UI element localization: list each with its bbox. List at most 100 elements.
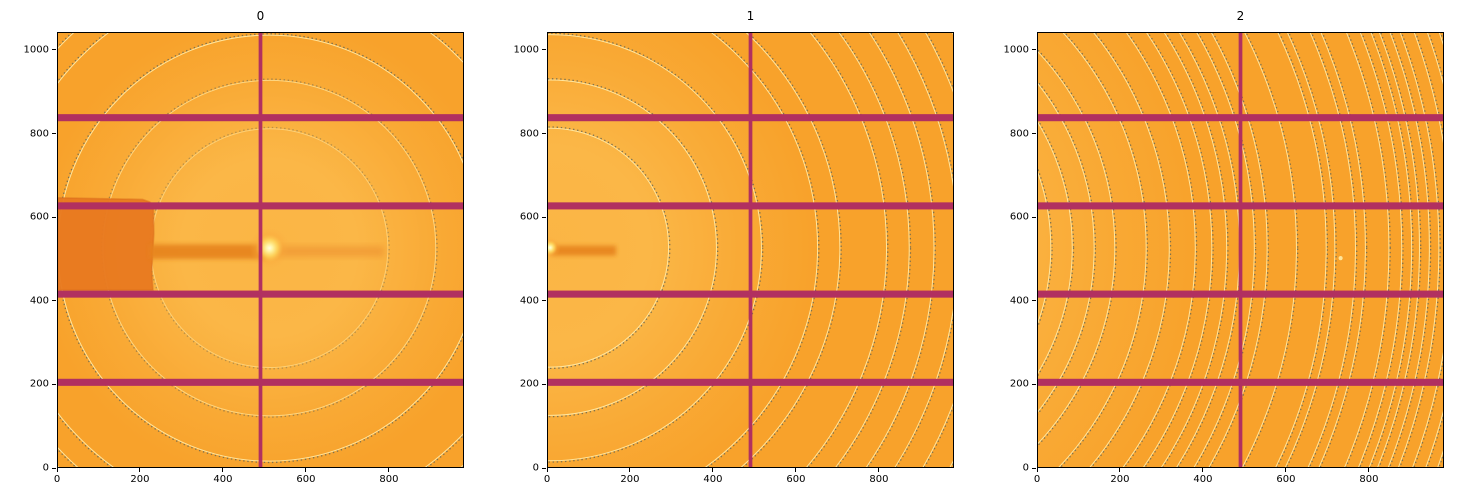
x-tick-label: 0 [543,474,551,485]
y-tick [52,383,56,385]
x-tick-label: 800 [1359,474,1379,485]
beam-spot [249,228,290,269]
diffraction-ring-speckle [836,33,912,467]
diffraction-ring [1038,83,1095,413]
diffraction-ring-speckle [148,126,390,370]
x-tick [388,468,390,472]
x-tick [1285,468,1287,472]
y-tick [542,383,546,385]
beamstop-arm-streak [551,245,617,256]
y-tick [542,467,546,469]
scattering-halo [548,33,815,467]
diffraction-ring-speckle [1209,33,1269,467]
diffraction-ring [1193,33,1255,467]
y-tick-label: 0 [42,462,49,474]
x-tick-label: 0 [53,474,61,485]
y-tick [542,133,546,135]
x-tick [1202,468,1204,472]
diffraction-ring [1122,33,1196,467]
diffraction-ring [1058,33,1147,467]
diffraction-ring [865,33,935,467]
x-tick-label: 200 [620,474,640,485]
diffraction-ring-speckle [1038,119,1075,377]
x-tick [795,468,797,472]
x-tick [1119,468,1121,472]
x-tick-label: 800 [869,474,889,485]
x-tick [139,468,141,472]
diffraction-ring [1284,33,1336,467]
diffraction-ring [1160,33,1228,467]
subplot-2 [1037,32,1444,468]
y-tick-label: 1000 [23,44,49,56]
diffraction-ring-speckle [548,33,764,463]
diffraction-ring-speckle [1038,49,1117,447]
detector-image-0 [58,33,463,467]
y-tick [52,133,56,135]
diffraction-ring-speckle [807,33,889,467]
x-tick-label: 0 [1033,474,1041,485]
diffraction-ring [1275,33,1327,467]
faint-streak [266,246,385,257]
detector-image-1 [548,33,953,467]
x-tick [305,468,307,472]
y-tick [52,216,56,218]
module-gap-column [748,33,753,467]
subplot-0 [57,32,464,468]
diffraction-ring [1038,171,1052,324]
y-tick [52,467,56,469]
x-tick [1036,468,1038,472]
y-tick-label: 200 [1009,378,1029,390]
diffraction-ring-speckle [1285,33,1337,467]
x-tick-label: 200 [1110,474,1130,485]
diffraction-ring [1368,33,1412,467]
detector-image-2 [1038,33,1443,467]
diffraction-ring [548,79,717,416]
y-tick-label: 200 [519,378,539,390]
diffraction-ring [1241,33,1297,467]
diffraction-ring-speckle [548,126,671,370]
x-tick-label: 800 [379,474,399,485]
x-tick [712,468,714,472]
x-tick [222,468,224,472]
diffraction-ring [1208,33,1268,467]
diffraction-ring [548,127,670,368]
y-tick-label: 600 [1009,211,1029,223]
y-tick [1032,49,1036,51]
y-tick-label: 0 [532,462,539,474]
subplot-1 [547,32,954,468]
x-tick-label: 400 [213,474,233,485]
y-tick [1032,216,1036,218]
diffraction-ring-speckle [1399,33,1441,467]
diffraction-ring [1398,33,1440,467]
x-tick [1368,468,1370,472]
y-tick-label: 1000 [513,44,539,56]
diffraction-ring [1307,33,1356,467]
hot-pixel [1338,256,1343,261]
beamstop-shadow-edge [58,196,155,291]
x-tick [629,468,631,472]
diffraction-ring [1387,33,1430,467]
diffraction-ring [1344,33,1390,467]
diffraction-ring-speckle [101,78,438,418]
subplot-1-title: 1 [746,9,755,23]
y-tick-label: 400 [29,295,49,307]
beamstop-arm-streak [149,244,267,259]
y-tick-label: 200 [29,378,49,390]
x-tick [56,468,58,472]
y-tick-label: 800 [29,128,49,140]
subplot-0-title: 0 [256,9,265,23]
y-tick-label: 400 [519,295,539,307]
subplot-2-title: 2 [1236,9,1245,23]
beamstop-shadow [58,197,154,291]
y-tick [1032,133,1036,135]
diffraction-ring [704,33,819,467]
diffraction-ring [1357,33,1403,467]
diffraction-ring-speckle [548,78,719,418]
module-gap-column [1238,33,1243,467]
diffraction-ring-speckle [1378,33,1422,467]
y-tick [542,300,546,302]
y-tick [52,300,56,302]
y-tick [1032,300,1036,302]
diffraction-ring-speckle [1123,33,1198,467]
